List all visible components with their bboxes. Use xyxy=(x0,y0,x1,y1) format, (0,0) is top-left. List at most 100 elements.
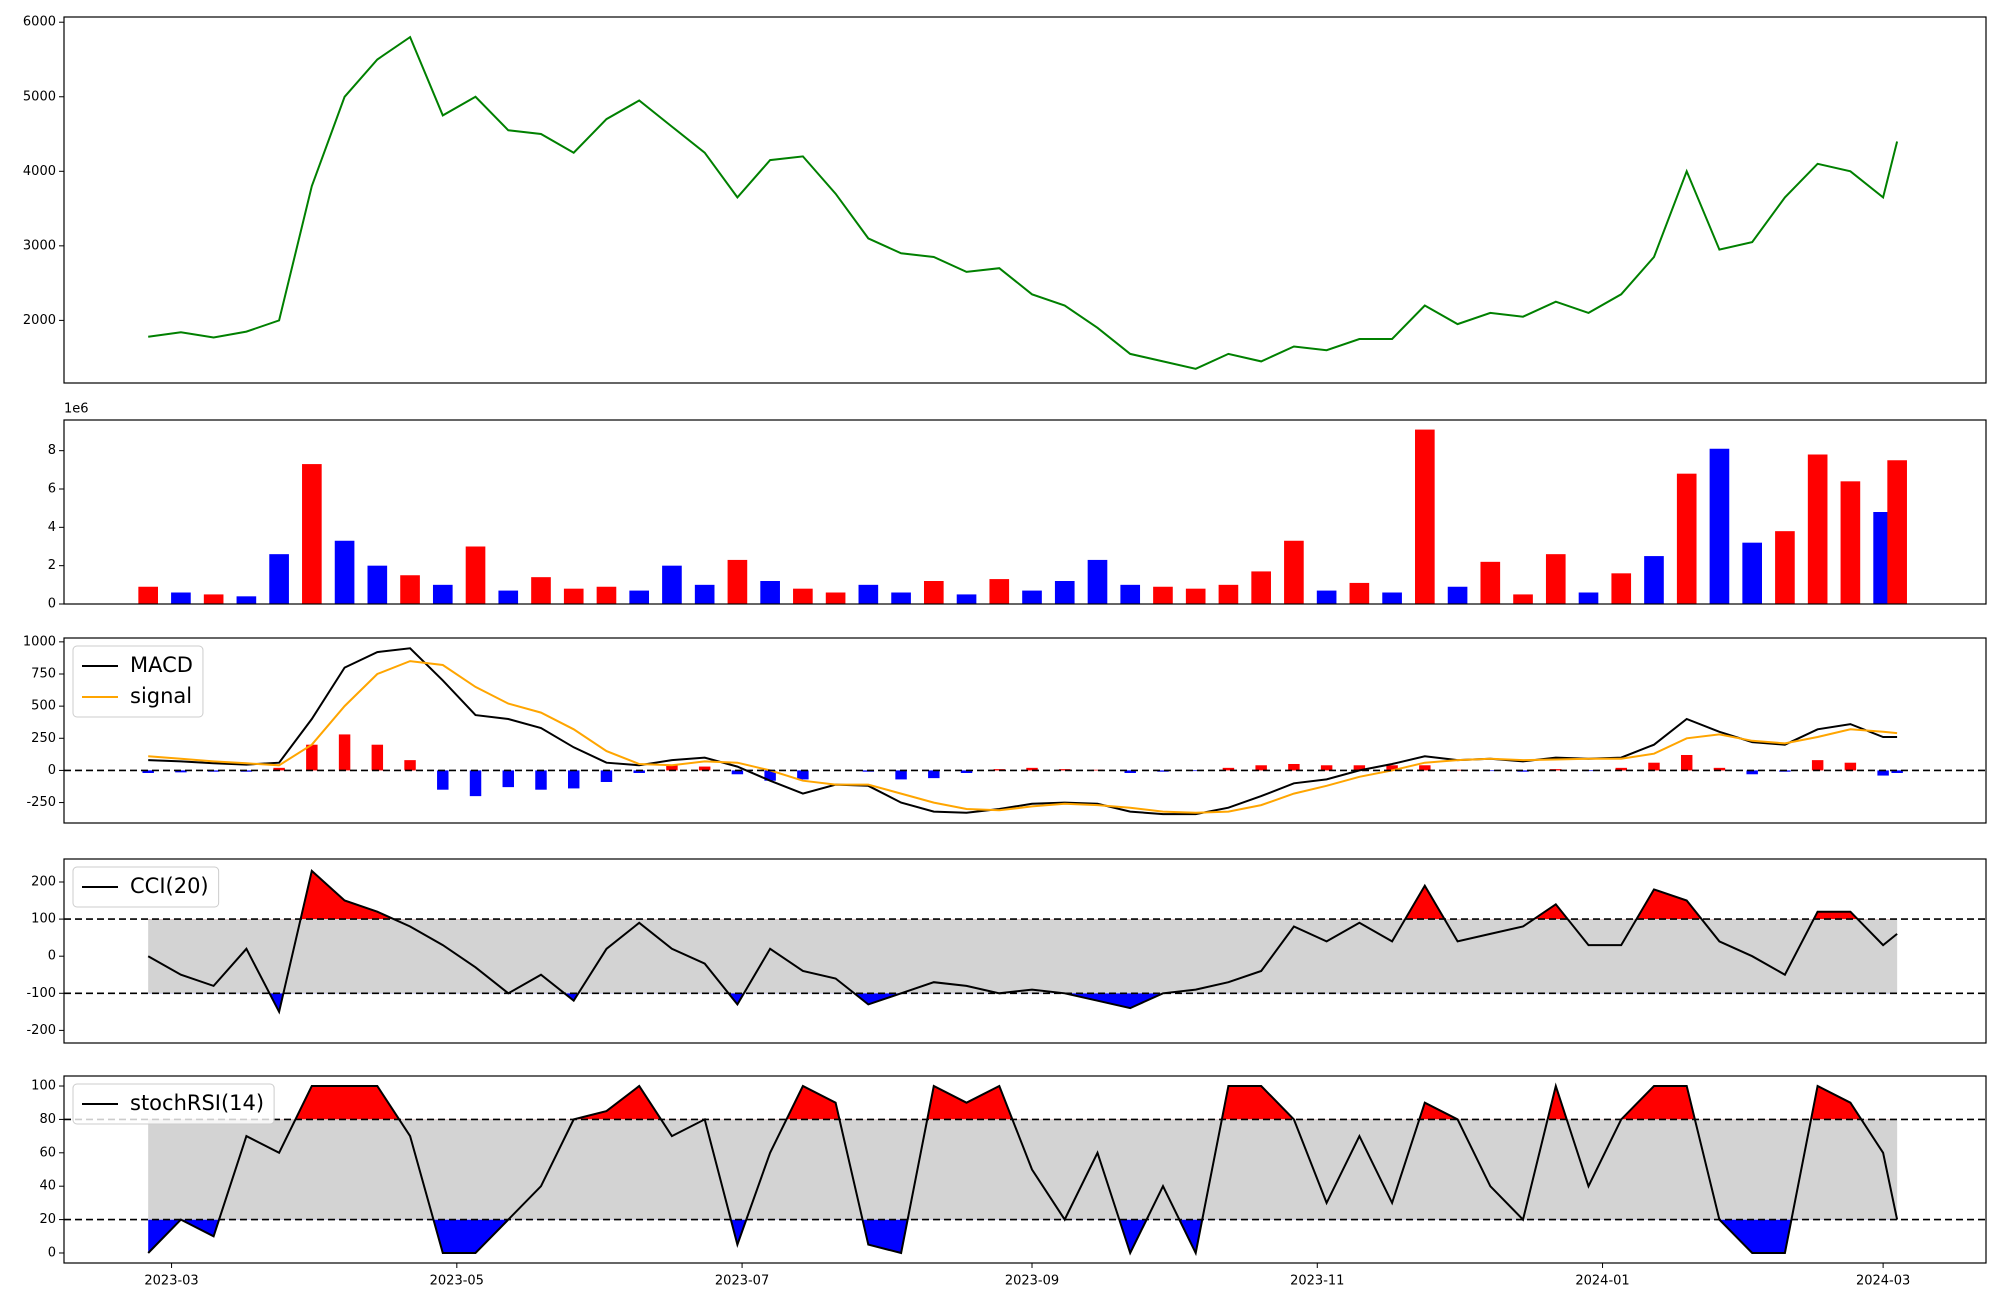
histogram-bar xyxy=(502,770,514,788)
volume-bar xyxy=(498,590,519,604)
histogram-bar xyxy=(142,770,154,773)
offset-label: 1e6 xyxy=(64,402,89,417)
volume-bar xyxy=(1447,586,1468,604)
volume-bar xyxy=(334,540,355,604)
panel-frame xyxy=(63,637,1987,824)
volume-bar xyxy=(269,554,289,604)
x-tick-label: 2023-07 xyxy=(715,1274,769,1289)
legend: MACD signal xyxy=(72,645,204,718)
panel-frame xyxy=(63,16,1987,384)
panel-frame xyxy=(63,419,1987,605)
x-tick-label: 2023-05 xyxy=(430,1274,484,1289)
y-tick-label: 1000 xyxy=(23,634,56,649)
legend-label: stochRSI(14) xyxy=(130,1091,264,1115)
volume-bar xyxy=(236,596,257,604)
histogram-bar xyxy=(371,744,384,771)
volume-bar xyxy=(1153,586,1173,604)
histogram-bar xyxy=(535,770,547,790)
volume-bar xyxy=(1611,573,1632,604)
y-tick-label: 2 xyxy=(48,558,56,573)
y-tick-label: 4000 xyxy=(23,164,56,179)
histogram-bar xyxy=(960,770,973,773)
y-tick-label: 80 xyxy=(39,1112,56,1127)
y-tick-label: 3000 xyxy=(23,238,56,253)
histogram-bar xyxy=(600,770,613,782)
y-tick-label: 200 xyxy=(31,875,56,890)
legend-box xyxy=(72,866,220,908)
x-tick-label: 2023-03 xyxy=(144,1274,198,1289)
legend-label: signal xyxy=(130,684,192,708)
histogram-bar xyxy=(1353,765,1366,771)
series-line xyxy=(148,35,1899,370)
volume-bar xyxy=(760,581,780,604)
y-tick-label: 6000 xyxy=(23,15,56,30)
volume-bar xyxy=(1644,556,1664,604)
histogram-bar xyxy=(1615,767,1627,771)
volume-bar xyxy=(171,592,191,604)
histogram-bar xyxy=(1517,770,1529,772)
y-tick-label: 60 xyxy=(39,1145,56,1160)
volume-bar xyxy=(1807,454,1828,604)
histogram-bar xyxy=(1386,765,1398,771)
y-tick-label: 5000 xyxy=(23,89,56,104)
volume-bar xyxy=(629,590,650,604)
panel: -200 -100 0 100 200 CCI(20) xyxy=(26,858,1987,1044)
histogram-bar xyxy=(1288,763,1300,771)
volume-bar xyxy=(1775,531,1795,604)
histogram-bar xyxy=(633,770,645,773)
volume-bar xyxy=(1054,581,1075,604)
volume-bar xyxy=(1513,594,1533,604)
histogram-bar xyxy=(306,744,318,771)
histogram-bar xyxy=(895,770,907,780)
histogram-bar xyxy=(469,770,482,797)
volume-bar xyxy=(825,592,846,604)
legend-label: MACD xyxy=(130,653,193,677)
histogram-bar xyxy=(731,770,744,775)
volume-bar xyxy=(1676,473,1697,604)
volume-bar xyxy=(1415,429,1435,604)
legend-box xyxy=(72,1083,275,1125)
volume-bar xyxy=(203,594,224,604)
volume-bar xyxy=(1120,584,1141,604)
volume-bar xyxy=(1022,590,1042,604)
volume-bar xyxy=(1349,582,1370,604)
histogram-bar xyxy=(1451,769,1464,771)
histogram-bar xyxy=(1124,770,1136,773)
y-tick-label: -200 xyxy=(26,1023,56,1038)
y-tick-label: 2000 xyxy=(23,313,56,328)
volume-bar xyxy=(400,575,420,604)
histogram-bar xyxy=(1419,765,1431,771)
volume-bar xyxy=(793,588,813,604)
neutral-band xyxy=(148,919,1898,994)
volume-bar xyxy=(956,594,977,604)
y-tick-label: 0 xyxy=(48,1245,56,1260)
volume-bar xyxy=(1087,559,1108,604)
x-tick-label: 2024-03 xyxy=(1856,1274,1910,1289)
volume-bar xyxy=(302,464,322,604)
y-tick-label: 8 xyxy=(48,443,56,458)
histogram-bar xyxy=(1189,770,1202,772)
y-tick-label: 0 xyxy=(48,763,56,778)
histogram-bar xyxy=(1877,770,1889,776)
histogram-bar xyxy=(698,766,711,771)
y-tick-label: 0 xyxy=(48,949,56,964)
histogram-bar xyxy=(1026,767,1038,771)
y-tick-label: 40 xyxy=(39,1179,56,1194)
series-line xyxy=(148,647,1898,816)
histogram-bar xyxy=(1255,765,1267,771)
histogram-bar xyxy=(1844,762,1857,771)
volume-bar xyxy=(596,586,617,604)
volume-bar xyxy=(923,581,944,604)
y-tick-label: 20 xyxy=(39,1212,56,1227)
histogram-bar xyxy=(273,767,285,771)
y-tick-label: 100 xyxy=(31,912,56,927)
volume-bar xyxy=(891,592,911,604)
y-tick-label: -250 xyxy=(26,795,56,810)
volume-bar xyxy=(1284,540,1304,604)
volume-bar xyxy=(858,584,879,604)
volume-bar xyxy=(727,559,748,604)
legend: CCI(20) xyxy=(72,866,220,908)
histogram-bar xyxy=(567,770,580,789)
legend: stochRSI(14) xyxy=(72,1083,275,1125)
volume-bar xyxy=(1480,561,1501,604)
